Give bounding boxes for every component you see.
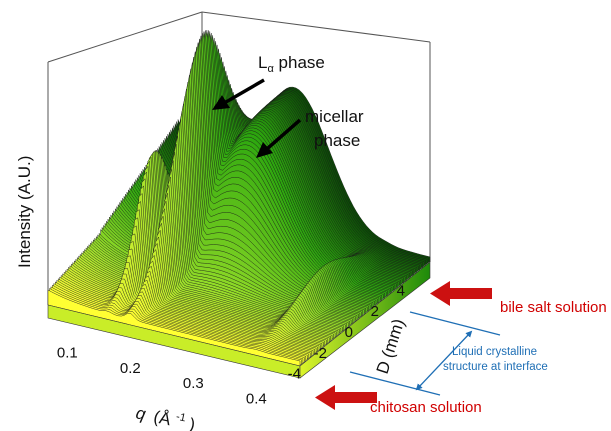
z-tick-label: -2	[314, 345, 327, 362]
interface-bracket	[349, 311, 501, 396]
spectrum-curve	[69, 255, 323, 349]
spectrum-curve	[72, 241, 326, 347]
bile-salt-label: bile salt solution	[500, 299, 607, 316]
x-axis-exponent: -1	[175, 411, 187, 425]
box-left-top-edge	[47, 11, 203, 63]
interface-label-line1: Liquid crystalline	[452, 346, 537, 358]
z-tick-labels: 4 2 0 -2 -4	[288, 282, 405, 382]
lamellar-arrow	[212, 78, 265, 110]
spectrum-curve	[59, 276, 312, 357]
lamellar-phase-label: Lα phase	[258, 53, 325, 75]
spectrum-curve	[78, 209, 331, 342]
x-tick-label: 0.4	[246, 390, 267, 407]
floor-right-face	[299, 261, 431, 379]
y-axis-label: Intensity (A.U.)	[15, 156, 34, 268]
spectrum-curve	[50, 286, 304, 364]
micellar-arrow	[256, 118, 302, 158]
spectrum-curve	[79, 201, 333, 341]
spectrum-curve	[62, 273, 315, 355]
x-axis-symbol: q	[134, 403, 148, 424]
x-tick-label: 0.2	[120, 360, 141, 377]
spectrum-curve	[76, 217, 330, 343]
spectrum-curve	[55, 281, 308, 361]
spectrum-curve	[68, 262, 321, 350]
z-axis-label: D (mm)	[373, 316, 409, 376]
spectrum-curve	[53, 283, 307, 362]
spectrum-curve	[74, 233, 327, 346]
box-top-edge	[201, 11, 431, 43]
spectrum-curve	[63, 271, 317, 354]
spectrum-curve	[49, 288, 302, 366]
x-axis-label: q (Å -1 )	[134, 396, 198, 431]
spectrum-curve	[75, 225, 329, 345]
interface-label-line2: structure at interface	[443, 361, 548, 373]
x-tick-label: 0.1	[57, 345, 78, 362]
spectrum-curve	[65, 270, 318, 353]
z-tick-label: 0	[345, 324, 353, 341]
micellar-phase-label-line2: phase	[314, 131, 360, 150]
z-tick-label: 4	[397, 282, 405, 299]
bile-salt-arrow	[430, 281, 492, 306]
x-tick-labels: 0.1 0.2 0.3 0.4	[57, 345, 267, 408]
chitosan-arrow	[315, 385, 377, 410]
spectrum-curve	[60, 274, 314, 356]
spectrum-curve	[52, 284, 305, 363]
x-axis-close: )	[187, 415, 196, 431]
lamellar-label-rest: phase	[274, 53, 325, 72]
spectrum-curve	[71, 248, 324, 348]
lamellar-label-sub: α	[267, 63, 274, 75]
z-tick-label: 2	[371, 303, 379, 320]
spectrum-curve	[57, 278, 311, 359]
spectrum-curve	[56, 279, 310, 360]
spectra-waterfall	[47, 30, 431, 367]
micellar-phase-label-line1: micellar	[305, 107, 364, 126]
z-tick-label: -4	[288, 366, 301, 383]
chitosan-label: chitosan solution	[370, 399, 482, 416]
lamellar-label-main: L	[258, 53, 267, 72]
spectrum-curve	[47, 289, 301, 367]
x-axis-unit: (Å	[152, 407, 173, 429]
x-tick-label: 0.3	[183, 375, 204, 392]
